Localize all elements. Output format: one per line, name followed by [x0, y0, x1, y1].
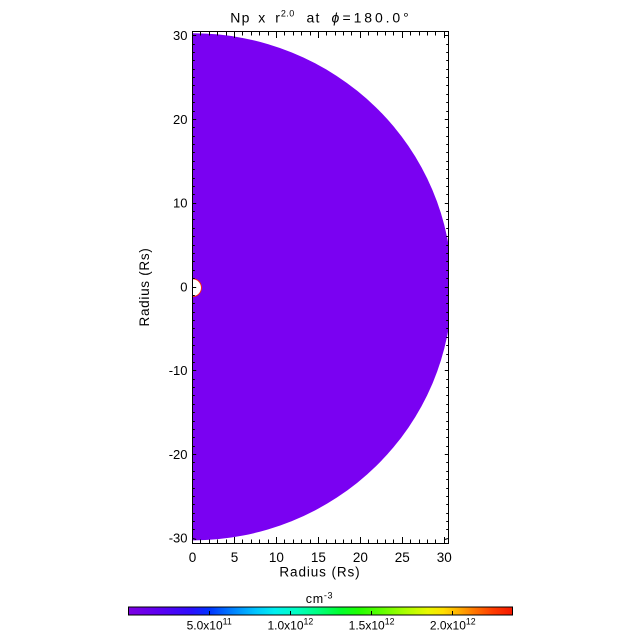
svg-text:at: at — [307, 10, 321, 26]
svg-text:20: 20 — [173, 112, 187, 127]
svg-text:-10: -10 — [169, 363, 188, 378]
svg-text:5: 5 — [231, 550, 239, 565]
svg-text:-20: -20 — [169, 447, 188, 462]
svg-text:ϕ: ϕ — [332, 10, 340, 26]
svg-text:Radius (Rs): Radius (Rs) — [279, 564, 360, 579]
svg-text:Radius (Rs): Radius (Rs) — [137, 248, 152, 327]
svg-text:30: 30 — [437, 550, 452, 565]
svg-text:10: 10 — [269, 550, 284, 565]
svg-text:cm-3: cm-3 — [306, 590, 333, 606]
svg-text:15: 15 — [311, 550, 326, 565]
svg-text:x: x — [258, 10, 265, 26]
svg-text:1.0x1012: 1.0x1012 — [267, 617, 313, 633]
svg-text:r: r — [275, 10, 280, 26]
svg-text:25: 25 — [395, 550, 410, 565]
svg-text:Np: Np — [230, 10, 250, 26]
svg-text:2.0: 2.0 — [281, 9, 295, 19]
svg-text:30: 30 — [173, 28, 187, 43]
svg-text:2.0x1012: 2.0x1012 — [430, 617, 476, 633]
svg-text:1.5x1012: 1.5x1012 — [349, 617, 395, 633]
svg-text:-30: -30 — [169, 531, 188, 546]
svg-text:10: 10 — [173, 196, 187, 211]
svg-text:0: 0 — [180, 279, 187, 294]
svg-text:=180.0°: =180.0° — [343, 10, 412, 26]
svg-text:5.0x1011: 5.0x1011 — [187, 617, 232, 633]
svg-text:0: 0 — [189, 550, 197, 565]
svg-text:20: 20 — [353, 550, 368, 565]
